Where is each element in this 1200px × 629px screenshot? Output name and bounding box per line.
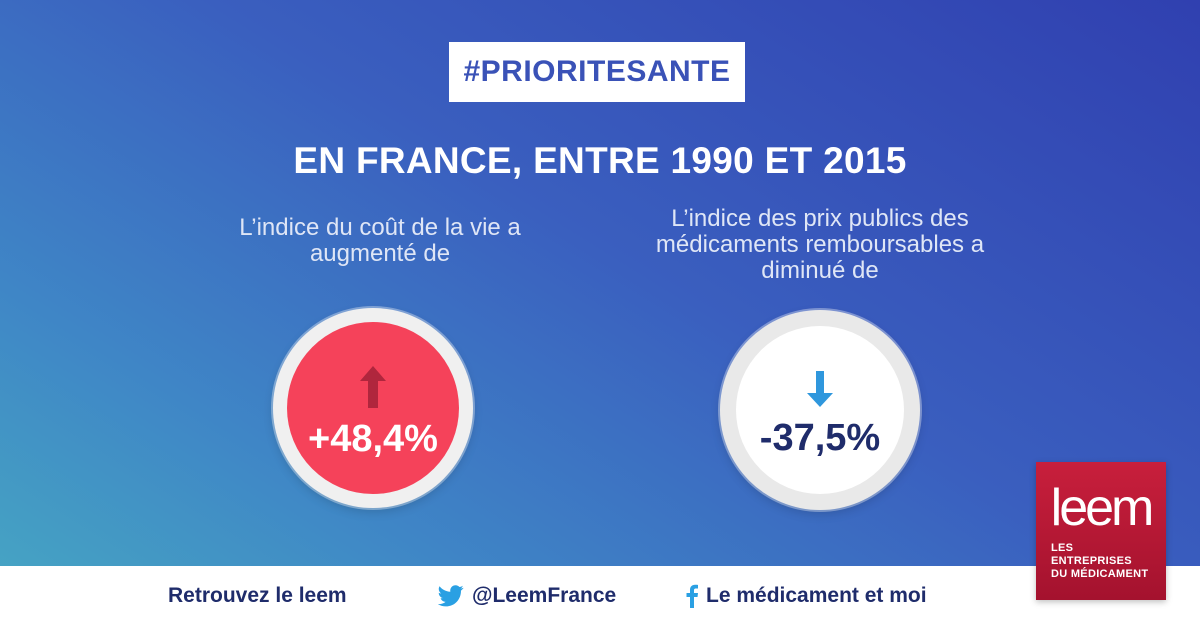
twitter-handle: @LeemFrance	[472, 584, 617, 607]
facebook-icon	[686, 584, 698, 608]
logo-wordmark: leem	[1050, 479, 1155, 537]
stat-left-description: L’indice du coût de la vie a augmenté de	[239, 214, 521, 267]
arrow-up-icon	[360, 365, 386, 408]
footer-site-label: Retrouvez le leem	[168, 584, 347, 607]
stat-right-circle: -37,5%	[720, 310, 920, 510]
logo-tagline-line1: LES ENTREPRISES	[1051, 542, 1132, 567]
footer-bar: Retrouvez le leem @LeemFrance Le médicam…	[0, 566, 1200, 629]
footer-facebook-link[interactable]: Le médicament et moi	[686, 584, 927, 608]
stat-right-value: -37,5%	[759, 416, 881, 459]
logo-tagline-line2: DU MÉDICAMENT	[1051, 568, 1149, 580]
stat-right-disc: -37,5%	[736, 326, 904, 494]
footer-site-link[interactable]: Retrouvez le leem	[168, 584, 347, 608]
headline: EN FRANCE, ENTRE 1990 ET 2015	[293, 140, 907, 181]
stat-left-value: +48,4%	[308, 417, 438, 460]
twitter-icon	[438, 585, 464, 607]
stat-left-disc: +48,4%	[287, 322, 459, 494]
facebook-label: Le médicament et moi	[706, 584, 927, 607]
hashtag-banner: #PRIORITESANTE	[449, 42, 745, 102]
footer-twitter-link[interactable]: @LeemFrance	[438, 584, 616, 608]
hashtag-text: #PRIORITESANTE	[463, 55, 731, 88]
arrow-down-icon	[807, 370, 833, 407]
logo-tagline: LES ENTREPRISES DU MÉDICAMENT	[1051, 542, 1151, 581]
leem-logo[interactable]: leem LES ENTREPRISES DU MÉDICAMENT	[1036, 462, 1166, 600]
stat-right-description: L’indice des prix publics des médicament…	[655, 205, 985, 284]
stat-left-circle: +48,4%	[273, 308, 473, 508]
